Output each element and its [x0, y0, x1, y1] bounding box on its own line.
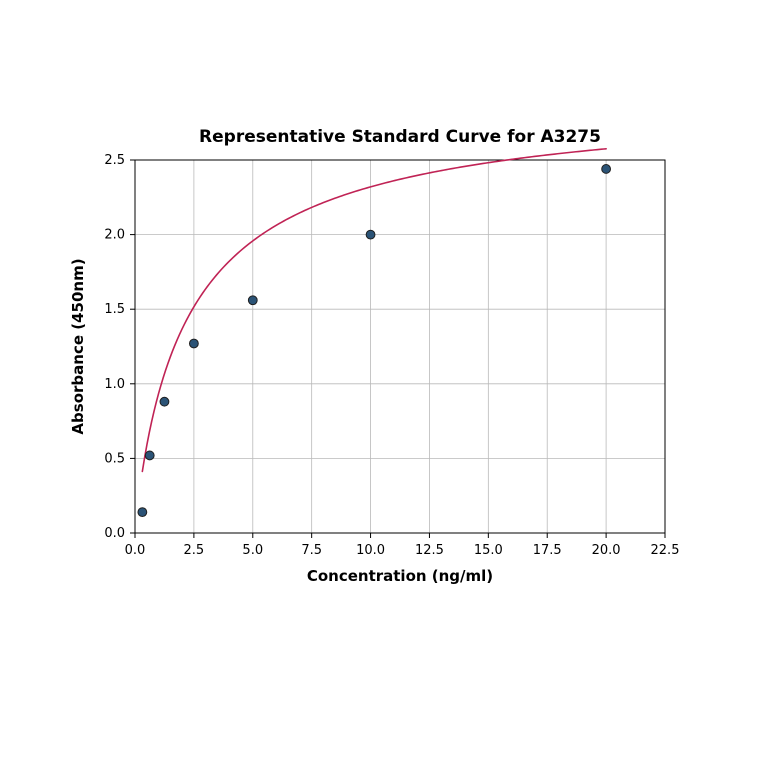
- y-axis-label: Absorbance (450nm): [69, 258, 87, 434]
- y-tick-label: 1.5: [104, 302, 125, 317]
- x-tick-label: 10.0: [356, 543, 385, 558]
- y-tick-label: 2.5: [104, 153, 125, 168]
- x-tick-label: 7.5: [301, 543, 322, 558]
- x-tick-label: 17.5: [533, 543, 562, 558]
- data-point: [366, 230, 375, 239]
- data-point: [189, 339, 198, 348]
- data-point: [160, 397, 169, 406]
- x-tick-label: 5.0: [242, 543, 263, 558]
- x-axis-label: Concentration (ng/ml): [307, 567, 493, 585]
- data-point: [602, 165, 611, 174]
- data-point: [145, 451, 154, 460]
- chart-container: 0.0 2.5 5.0 7.5 10.0 12.5 15.0 17.5 20.0 22.5 0.0 0…: [0, 0, 764, 764]
- y-tick-label: 0.5: [104, 451, 125, 466]
- data-point: [138, 508, 147, 517]
- x-tick-label: 0.0: [125, 543, 146, 558]
- data-point: [248, 296, 257, 305]
- x-tick-label: 12.5: [415, 543, 444, 558]
- chart-title: Representative Standard Curve for A3275: [199, 127, 601, 147]
- x-tick-label: 15.0: [474, 543, 503, 558]
- y-tick-label: 0.0: [104, 526, 125, 541]
- standard-curve-chart: 0.0 2.5 5.0 7.5 10.0 12.5 15.0 17.5 20.0 22.5 0.0 0…: [0, 0, 764, 764]
- y-tick-label: 2.0: [104, 228, 125, 243]
- y-tick-label: 1.0: [104, 377, 125, 392]
- x-tick-label: 2.5: [184, 543, 205, 558]
- x-tick-label: 20.0: [592, 543, 621, 558]
- x-tick-label: 22.5: [651, 543, 680, 558]
